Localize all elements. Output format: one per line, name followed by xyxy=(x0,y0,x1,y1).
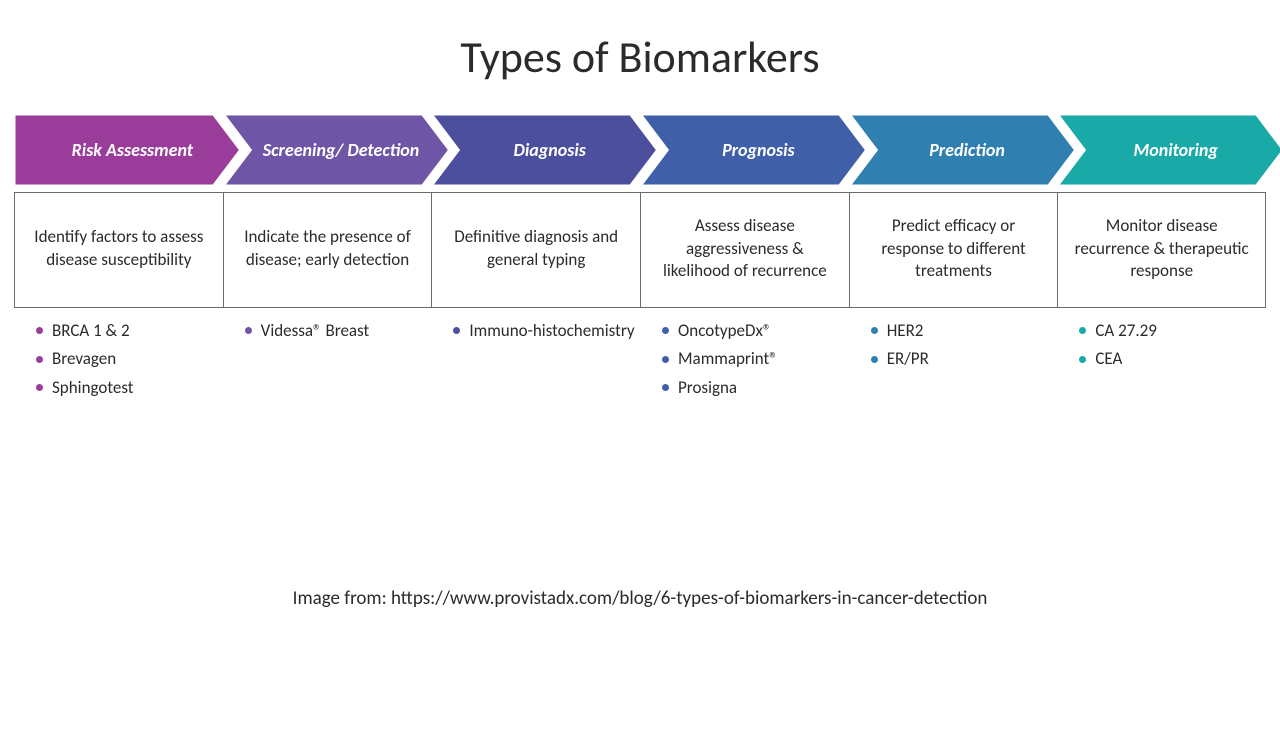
example-list: OncotypeDx®Mammaprint® Prosigna xyxy=(640,308,849,403)
example-item: Prosigna xyxy=(662,375,845,401)
example-item: BRCA 1 & 2 xyxy=(36,318,219,344)
example-item: ER/PR xyxy=(871,346,1054,372)
chevron-label: Prediction xyxy=(869,114,1066,186)
biomarker-column: PredictionPredict efficacy or response t… xyxy=(849,114,1058,403)
example-item: Videssa® Breast xyxy=(245,318,428,344)
biomarker-column: PrognosisAssess disease aggressiveness &… xyxy=(640,114,849,403)
chevron-label: Prognosis xyxy=(660,114,857,186)
description-box: Definitive diagnosis and general typing xyxy=(431,192,640,308)
example-item: Sphingotest xyxy=(36,375,219,401)
chevron-label: Screening/​ Detection xyxy=(243,114,440,186)
description-box: Predict efficacy or response to differen… xyxy=(849,192,1058,308)
chevron-header: Prognosis xyxy=(640,114,867,186)
chevron-label: Risk Assessment xyxy=(34,114,231,186)
chevron-header: Monitoring xyxy=(1057,114,1280,186)
biomarker-column: MonitoringMonitor disease recurrence & t… xyxy=(1057,114,1266,403)
example-item: CEA xyxy=(1079,346,1262,372)
example-item: OncotypeDx® xyxy=(662,318,845,344)
chevron-label: Diagnosis xyxy=(451,114,648,186)
example-list: Immuno-histochemistry xyxy=(431,308,640,346)
example-list: CA 27.29CEA xyxy=(1057,308,1266,375)
example-list: BRCA 1 & 2Brevagen Sphingotest xyxy=(14,308,223,403)
biomarker-column: Risk AssessmentIdentify factors to asses… xyxy=(14,114,223,403)
example-item: CA 27.29 xyxy=(1079,318,1262,344)
example-list: Videssa® Breast xyxy=(223,308,432,346)
image-citation: Image from: https://www.provistadx.com/b… xyxy=(0,587,1280,610)
chevron-header: Risk Assessment xyxy=(14,114,241,186)
example-item: HER2 xyxy=(871,318,1054,344)
page-title: Types of Biomarkers xyxy=(0,30,1280,84)
example-list: HER2ER/PR xyxy=(849,308,1058,375)
description-box: Indicate the presence of disease; early … xyxy=(223,192,432,308)
biomarker-flow: Risk AssessmentIdentify factors to asses… xyxy=(0,114,1280,403)
example-item: Immuno-histochemistry xyxy=(453,318,636,344)
description-box: Assess disease aggressiveness & likeliho… xyxy=(640,192,849,308)
chevron-header: Prediction xyxy=(849,114,1076,186)
chevron-header: Diagnosis xyxy=(431,114,658,186)
biomarker-column: DiagnosisDefinitive diagnosis and genera… xyxy=(431,114,640,403)
description-box: Monitor disease recurrence & therapeutic… xyxy=(1057,192,1266,308)
chevron-label: Monitoring xyxy=(1077,114,1274,186)
example-item: Mammaprint® xyxy=(662,346,845,372)
example-item: Brevagen xyxy=(36,346,219,372)
chevron-header: Screening/​ Detection xyxy=(223,114,450,186)
biomarker-column: Screening/​ DetectionIndicate the presen… xyxy=(223,114,432,403)
description-box: Identify factors to assess disease susce… xyxy=(14,192,223,308)
